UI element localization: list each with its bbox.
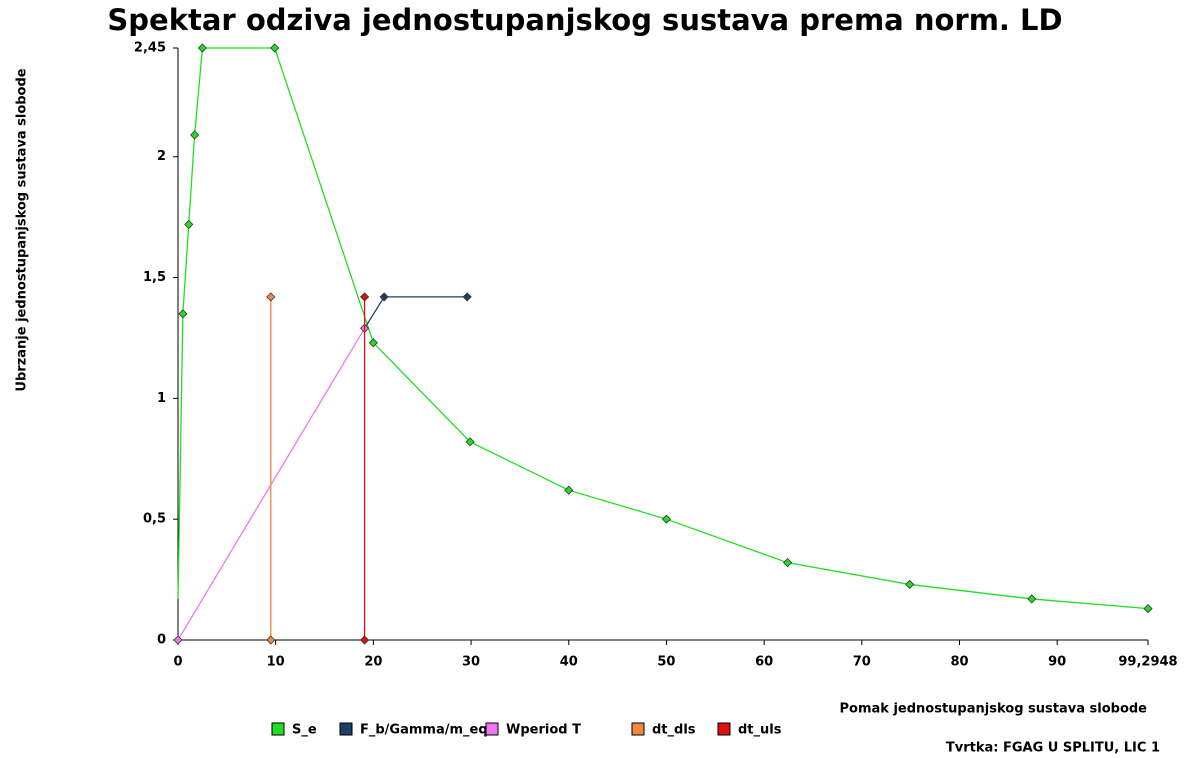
point: [266, 635, 276, 645]
point: [270, 43, 280, 53]
x-tick-label: 10: [267, 655, 285, 670]
chart-title: Spektar odziva jednostupanjskog sustava …: [107, 3, 1062, 37]
point: [360, 635, 370, 645]
point: [173, 635, 183, 645]
x-tick-label: 70: [853, 655, 871, 670]
legend-swatch: [717, 722, 731, 736]
y-tick-label: 2,45: [134, 41, 166, 56]
x-tick-label: 50: [657, 655, 675, 670]
legend-label: Wperiod T: [506, 723, 581, 738]
y-tick-label: 0: [157, 633, 166, 648]
point: [184, 219, 194, 229]
series-line: [364, 296, 468, 329]
point: [1027, 594, 1037, 604]
y-tick-label: 2: [157, 149, 166, 164]
legend-swatch: [631, 722, 645, 736]
y-tick-label: 1,5: [143, 270, 166, 285]
x-tick-label: 0: [173, 655, 182, 670]
legend-swatch: [271, 722, 285, 736]
point: [368, 338, 378, 348]
legend-label: S_e: [292, 723, 317, 738]
point: [1143, 604, 1153, 614]
x-tick-label: 99,2948: [1118, 655, 1177, 670]
legend-label: F_b/Gamma/m_eq: [360, 723, 488, 738]
y-axis-label: Ubrzanje jednostupanjskog sustava slobod…: [15, 68, 30, 391]
point: [379, 292, 389, 302]
point: [465, 437, 475, 447]
x-tick-label: 60: [755, 655, 773, 670]
x-tick-label: 40: [560, 655, 578, 670]
x-tick-label: 30: [462, 655, 480, 670]
point: [564, 485, 574, 495]
x-tick-label: 80: [950, 655, 968, 670]
legend-label: dt_dls: [652, 723, 696, 738]
point: [462, 292, 472, 302]
point: [360, 292, 370, 302]
point: [661, 514, 672, 524]
series-line: [177, 47, 1149, 610]
y-tick-label: 0,5: [143, 512, 166, 527]
point: [190, 130, 200, 140]
legend-swatch: [485, 722, 499, 736]
footer: Tvrtka: FGAG U SPLITU, LIC 1: [946, 741, 1160, 756]
legend-swatch: [339, 722, 353, 736]
point: [905, 579, 915, 589]
point: [783, 558, 793, 568]
x-tick-label: 90: [1048, 655, 1066, 670]
legend-label: dt_uls: [738, 723, 782, 738]
x-axis-label: Pomak jednostupanjskog sustava slobode: [840, 702, 1148, 717]
y-tick-label: 1: [157, 391, 166, 406]
point: [266, 292, 276, 302]
point: [178, 309, 188, 319]
point: [197, 43, 207, 53]
x-tick-label: 20: [364, 655, 382, 670]
